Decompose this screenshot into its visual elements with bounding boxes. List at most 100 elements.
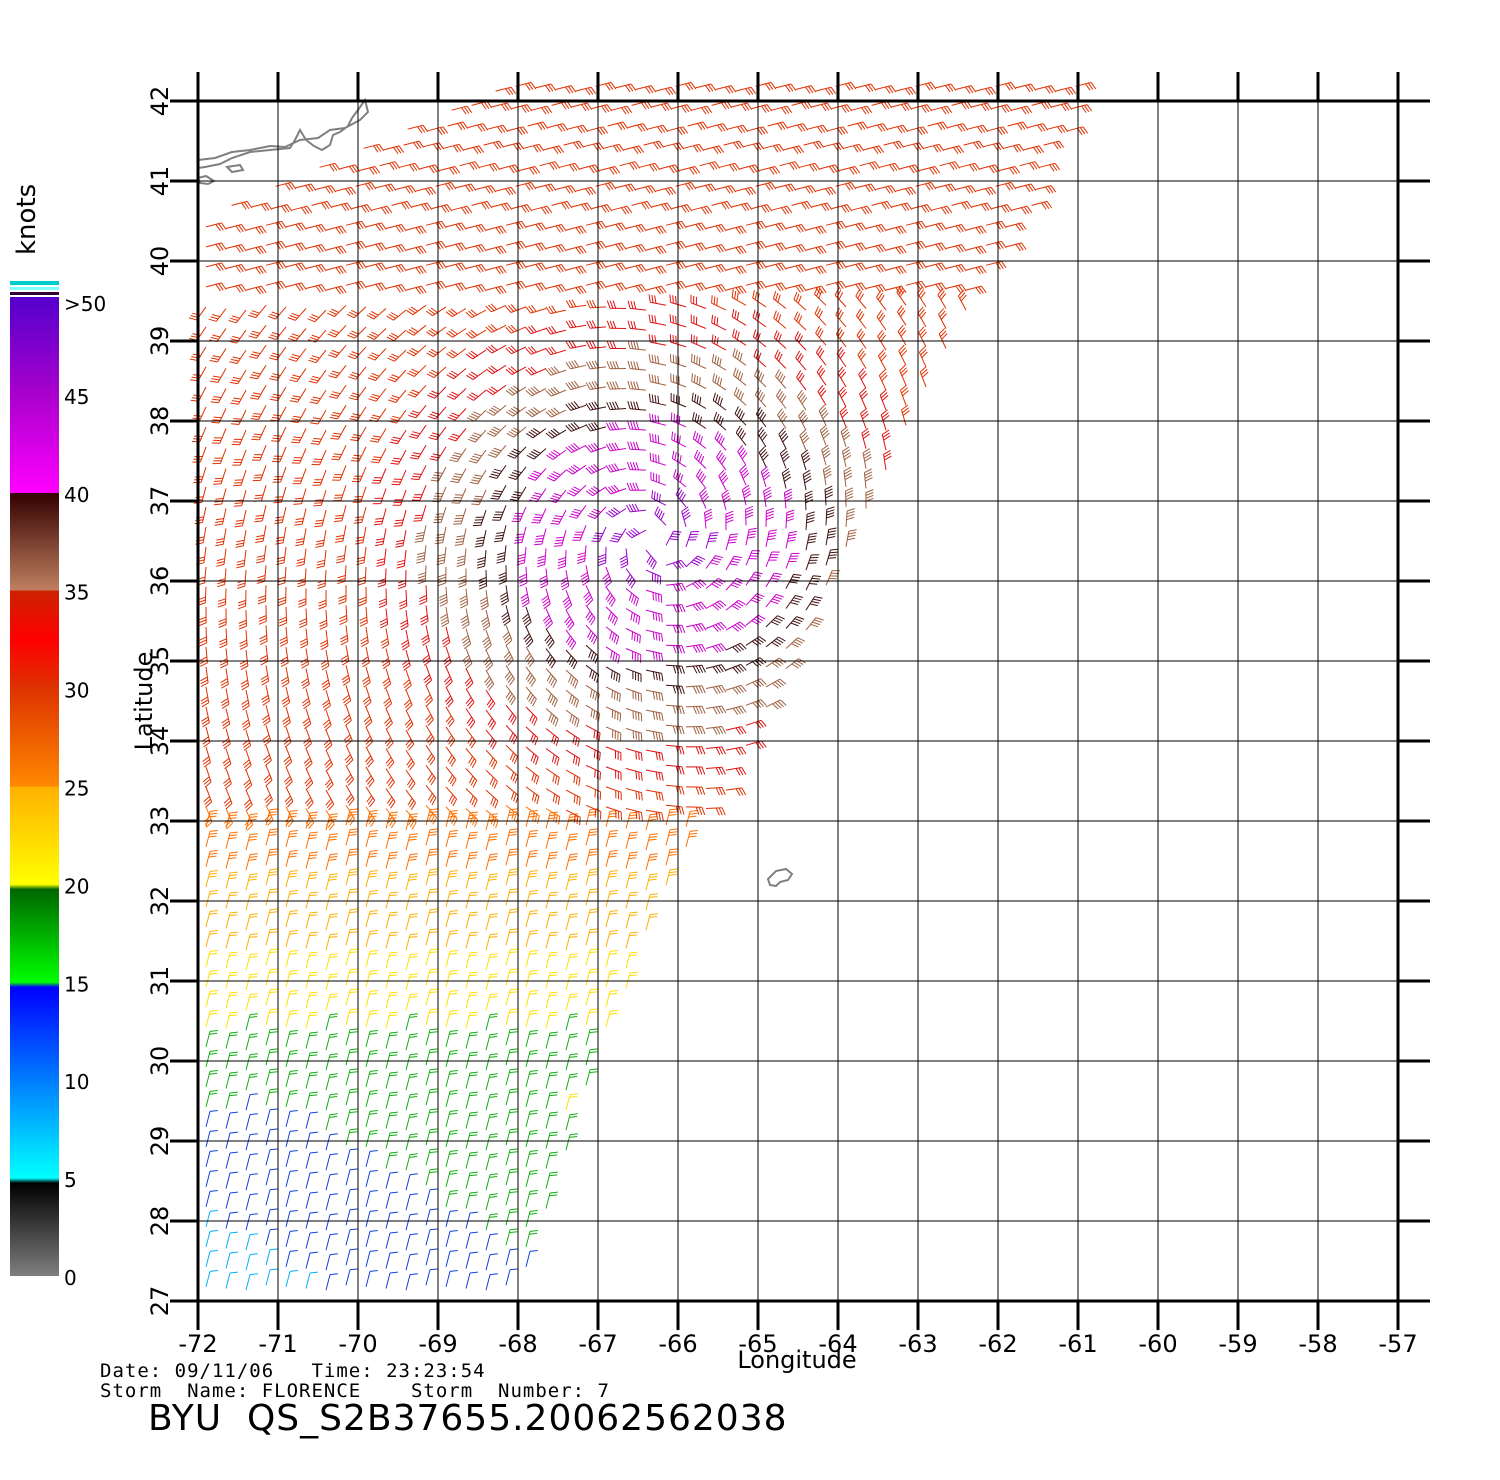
barb-flag — [529, 1230, 538, 1232]
barb-flag — [508, 476, 517, 480]
barb-flag — [223, 777, 230, 784]
barb-flag — [529, 474, 538, 479]
wind-barb — [445, 890, 458, 908]
barb-flag — [529, 660, 535, 668]
barb-flag — [612, 652, 616, 661]
barb-flag — [443, 641, 451, 648]
barb-flag — [469, 874, 478, 877]
barb-flag — [237, 585, 246, 589]
wind-barb — [385, 811, 398, 829]
barb-flag — [825, 491, 833, 496]
wind-barb — [546, 469, 567, 482]
barb-flag — [451, 478, 460, 481]
barb-flag — [246, 824, 254, 831]
barb-shaft — [345, 1249, 351, 1266]
barb-flag — [485, 661, 492, 669]
barb-flag — [238, 619, 247, 624]
barb-flag — [395, 542, 404, 545]
barb-flag — [589, 669, 593, 678]
barb-flag — [715, 555, 724, 559]
barb-flag — [629, 971, 638, 974]
wind-barb — [410, 465, 427, 481]
barb-flag — [658, 455, 660, 464]
wind-barb — [242, 729, 252, 751]
wind-barb — [245, 1213, 258, 1231]
wind-barb — [305, 1271, 318, 1289]
barb-flag — [389, 951, 398, 954]
wind-barb — [265, 888, 278, 906]
wind-barb — [393, 509, 407, 527]
barb-flag — [369, 1230, 378, 1232]
wind-barb — [257, 585, 267, 605]
barb-flag — [349, 948, 358, 951]
barb-flag — [718, 685, 724, 693]
wind-barb — [576, 545, 587, 564]
barb-flag — [329, 1116, 338, 1118]
wind-barb — [237, 570, 247, 589]
wind-barb — [685, 685, 706, 694]
barb-flag — [640, 733, 643, 742]
barb-flag — [732, 582, 741, 586]
barb-flag — [321, 665, 330, 671]
wind-barb — [580, 565, 590, 586]
barb-flag — [263, 757, 271, 764]
barb-flag — [278, 619, 287, 624]
barb-flag — [343, 734, 351, 741]
wind-barb — [201, 706, 210, 728]
wind-barb — [305, 1051, 318, 1069]
barb-flag — [572, 678, 577, 687]
barb-flag — [429, 1088, 438, 1091]
barb-flag — [209, 850, 218, 852]
barb-flag — [449, 1050, 458, 1052]
barb-flag — [719, 454, 725, 463]
barb-flag — [772, 682, 779, 689]
barb-flag — [669, 828, 678, 831]
wind-barb — [665, 582, 687, 592]
barb-flag — [422, 640, 430, 646]
barb-flag — [256, 534, 265, 538]
barb-flag — [341, 660, 350, 666]
barb-flag — [735, 788, 741, 796]
wind-barb — [225, 931, 238, 949]
wind-barb — [565, 1033, 578, 1051]
barb-flag — [744, 493, 752, 499]
barb-flag — [652, 611, 655, 621]
wind-barb — [311, 449, 327, 466]
barb-flag — [509, 1111, 518, 1114]
barb-flag — [269, 928, 278, 931]
barb-flag — [229, 1211, 238, 1214]
wind-barb — [425, 1088, 438, 1106]
barb-flag — [753, 618, 762, 624]
wind-barb — [305, 1031, 318, 1049]
wind-barb — [265, 1148, 278, 1166]
barb-flag — [443, 658, 451, 665]
barb-flag — [301, 678, 309, 684]
barb-flag — [438, 576, 446, 581]
barb-flag — [592, 537, 601, 540]
barb-flag — [692, 583, 699, 590]
barb-flag — [759, 636, 767, 642]
barb-shaft — [265, 1209, 271, 1226]
barb-flag — [509, 851, 518, 854]
barb-flag — [269, 1208, 278, 1211]
wind-barb — [605, 990, 618, 1008]
wind-barb — [597, 546, 607, 567]
barb-flag — [469, 1014, 478, 1017]
wind-barb — [341, 665, 351, 686]
barb-flag — [456, 561, 465, 565]
barb-flag — [322, 682, 330, 688]
wind-barb — [824, 485, 834, 506]
barb-flag — [585, 490, 593, 497]
barb-flag — [774, 596, 782, 600]
barb-flag — [209, 990, 218, 992]
barb-flag — [510, 474, 519, 478]
barb-flag — [573, 775, 576, 784]
wind-barb — [332, 485, 347, 502]
barb-shaft — [465, 1252, 471, 1269]
barb-flag — [701, 705, 706, 714]
barb-flag — [830, 548, 839, 551]
barb-flag — [609, 910, 618, 912]
barb-flag — [202, 722, 210, 728]
barb-flag — [692, 665, 698, 674]
barb-flag — [229, 974, 238, 977]
